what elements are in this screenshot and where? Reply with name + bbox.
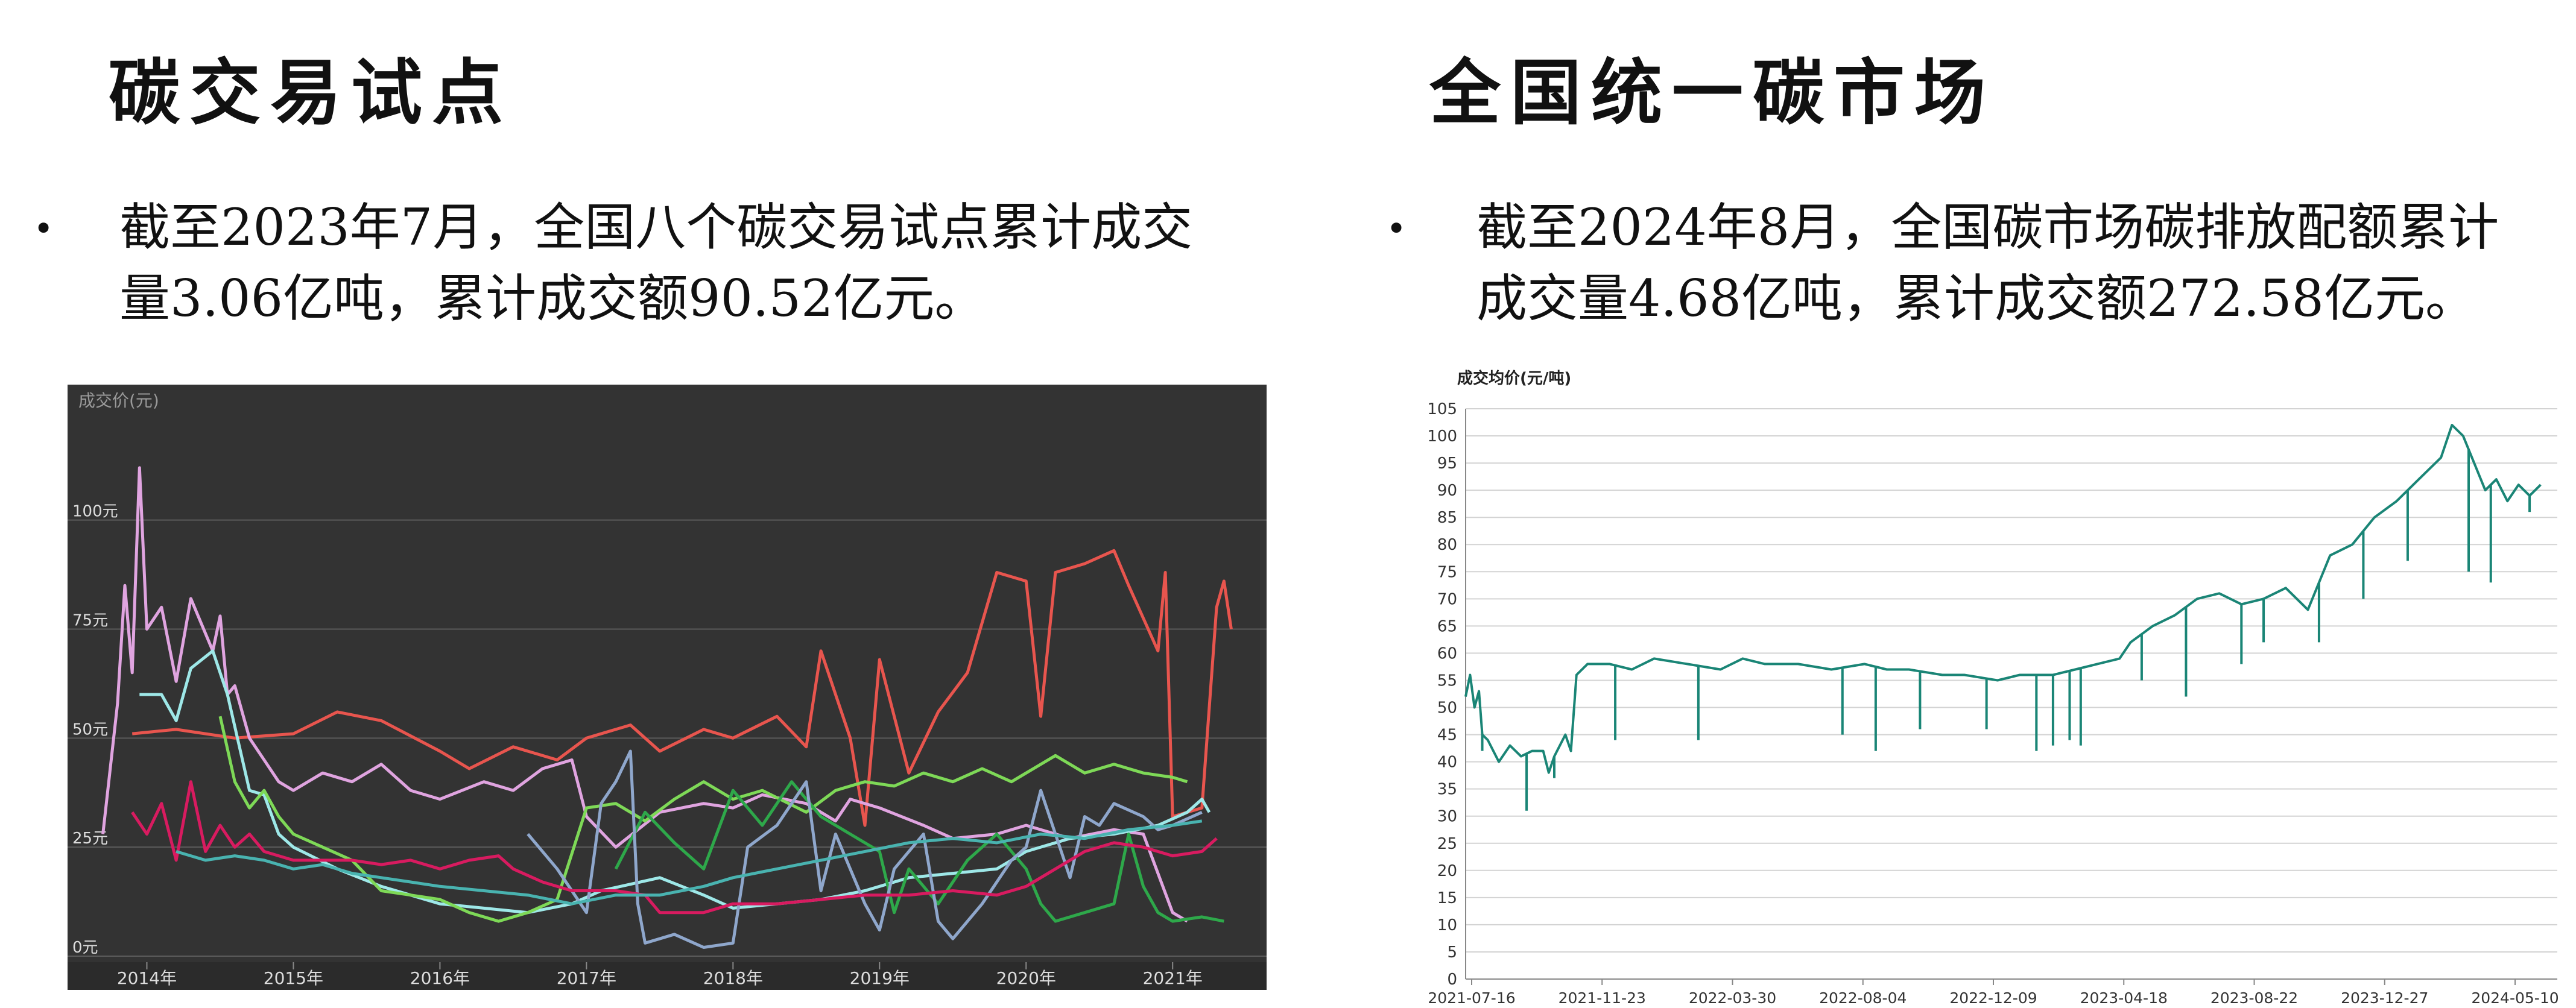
series-line-2 <box>101 466 1188 923</box>
y-tick-label: 75 <box>1437 563 1457 581</box>
x-tick-label: 2021-07-16 <box>1428 989 1515 1007</box>
x-axis-band <box>68 962 1267 990</box>
right-text-line1: 截至2024年8月，全国碳市场碳排放配额累计 <box>1476 198 2499 257</box>
y-tick-label: 15 <box>1437 889 1457 907</box>
x-tick-label: 2023-08-22 <box>2210 989 2298 1007</box>
series-line-7 <box>131 780 1218 915</box>
y-tick-label: 75元 <box>72 612 108 630</box>
price-line <box>1464 424 2542 774</box>
right-paragraph: 截至2024年8月，全国碳市场碳排放配额累计 成交量4.68亿吨，累计成交额27… <box>1476 192 2499 334</box>
right-text-line2: 成交量4.68亿吨，累计成交额272.58亿元。 <box>1476 269 2476 328</box>
x-tick-label: 2023-12-27 <box>2341 989 2428 1007</box>
series-line-3 <box>139 649 1211 915</box>
y-tick-label: 0 <box>1447 971 1457 989</box>
y-tick-label: 50 <box>1437 699 1457 717</box>
y-tick-label: 95 <box>1437 455 1457 473</box>
x-tick-label: 2018年 <box>703 968 763 988</box>
y-tick-label: 5 <box>1447 943 1457 962</box>
y-tick-label: 50元 <box>72 720 108 739</box>
left-heading: 碳交易试点 <box>109 51 513 134</box>
chart-background <box>68 385 1267 990</box>
x-tick-label: 2016年 <box>410 968 470 988</box>
series-line-6 <box>527 749 1203 949</box>
y-axis-label: 成交价(元) <box>78 391 159 411</box>
x-tick-label: 2024-05-10 <box>2471 989 2559 1007</box>
series-line-5 <box>614 780 1224 923</box>
left-text-line2: 量3.06亿吨，累计成交额90.52亿元。 <box>119 269 986 328</box>
x-tick-label: 2015年 <box>264 968 323 988</box>
y-tick-label: 20 <box>1437 862 1457 880</box>
x-tick-label: 2021年 <box>1143 968 1203 988</box>
y-tick-label: 105 <box>1427 400 1457 418</box>
y-tick-label: 65 <box>1437 617 1457 635</box>
x-tick-label: 2014年 <box>117 968 177 988</box>
y-tick-label: 70 <box>1437 590 1457 608</box>
x-tick-label: 2022-08-04 <box>1819 989 1907 1007</box>
y-tick-label: 0元 <box>72 939 98 957</box>
left-paragraph: 截至2023年7月，全国八个碳交易试点累计成交 量3.06亿吨，累计成交额90.… <box>119 192 1192 334</box>
right-heading: 全国统一碳市场 <box>1429 51 1996 134</box>
left-text-line1: 截至2023年7月，全国八个碳交易试点累计成交 <box>119 198 1193 257</box>
series-line-1 <box>131 549 1233 827</box>
series-line-4 <box>218 716 1188 923</box>
y-tick-label: 85 <box>1437 509 1457 527</box>
left-bullet: • <box>33 208 54 249</box>
y-tick-label: 40 <box>1437 754 1457 772</box>
y-tick-label: 30 <box>1437 808 1457 826</box>
y-tick-label: 55 <box>1437 672 1457 690</box>
y-tick-label: 10 <box>1437 916 1457 934</box>
series-line-8 <box>176 819 1203 906</box>
x-tick-label: 2020年 <box>996 968 1056 988</box>
y-tick-label: 100元 <box>72 503 118 521</box>
y-tick-label: 80 <box>1437 536 1457 554</box>
y-tick-label: 60 <box>1437 644 1457 663</box>
x-tick-label: 2023-04-18 <box>2080 989 2168 1007</box>
x-tick-label: 2022-12-09 <box>1949 989 2037 1007</box>
y-tick-label: 25 <box>1437 835 1457 853</box>
x-tick-label: 2019年 <box>850 968 910 988</box>
y-tick-label: 90 <box>1437 482 1457 500</box>
chart-title: 成交均价(元/吨) <box>1457 369 1571 388</box>
y-tick-label: 45 <box>1437 726 1457 745</box>
x-tick-label: 2017年 <box>557 968 616 988</box>
right-bullet: • <box>1386 208 1407 249</box>
y-tick-label: 100 <box>1427 427 1457 446</box>
national-carbon-price-chart: 成交均价(元/吨) 0 5 10 15 20 25 30 35 40 45 50 55 60 65 70 75… <box>1427 369 2559 1007</box>
y-tick-label: 35 <box>1437 781 1457 799</box>
x-tick-label: 2022-03-30 <box>1689 989 1776 1007</box>
x-tick-label: 2021-11-23 <box>1559 989 1646 1007</box>
